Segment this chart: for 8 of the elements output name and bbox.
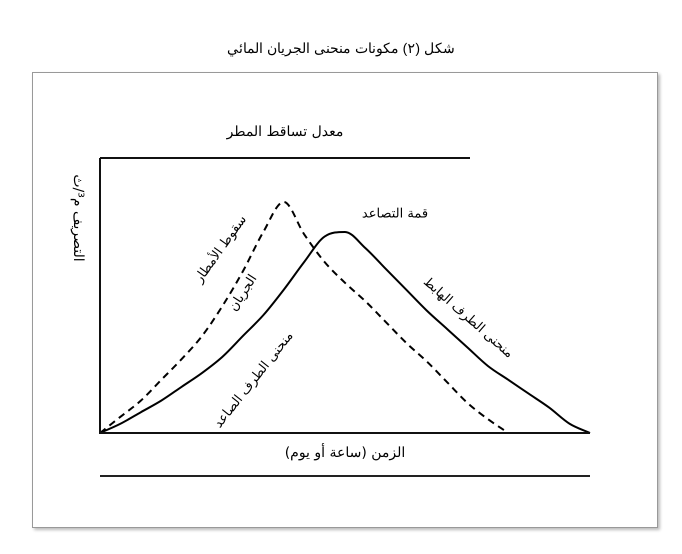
x-axis-title: الزمن (ساعة أو يوم) xyxy=(284,445,406,461)
annotation: منحنى الطرف الصاعد xyxy=(211,328,297,432)
annotation: قمة التصاعد xyxy=(362,206,428,222)
chart-subtitle: معدل تساقط المطر xyxy=(225,124,344,140)
text: الجريان xyxy=(226,272,260,314)
annotation: منحنى الطرف الهابط xyxy=(420,274,516,362)
chart-title: شكل (٢) مكونات منحنى الجريان المائي xyxy=(226,40,456,56)
y-axis-title: التصريف م³/ث xyxy=(70,173,86,264)
